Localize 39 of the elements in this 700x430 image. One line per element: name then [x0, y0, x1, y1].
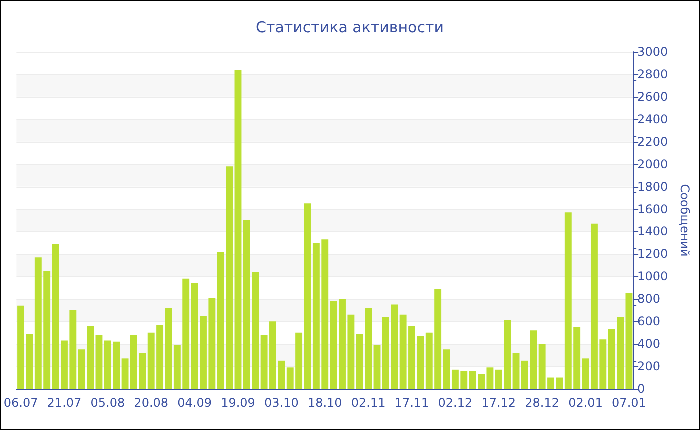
x-tick-label: 07.01 [612, 396, 646, 410]
bar [165, 308, 172, 389]
x-tick-label: 02.01 [568, 396, 603, 410]
x-tick-label: 19.09 [221, 396, 256, 410]
y-tick-label: 1600 [638, 202, 668, 216]
x-tick-label: 18.10 [308, 396, 342, 410]
bar [374, 345, 381, 389]
x-tick-label: 02.11 [351, 396, 386, 410]
x-tick-label: 04.09 [178, 396, 212, 410]
x-tick-label: 20.08 [134, 396, 169, 410]
bar [234, 70, 242, 389]
y-axis-title: Сообщений [678, 184, 692, 257]
y-tick-label: 200 [638, 360, 660, 374]
y-tick-label: 400 [638, 337, 660, 352]
y-tick-label: 2200 [638, 134, 668, 149]
y-tick-label: 1800 [638, 180, 668, 194]
x-tick-label: 05.08 [90, 396, 126, 410]
x-tick-label: 06.07 [4, 396, 38, 410]
y-tick-label: 2000 [638, 157, 668, 172]
x-tick-label: 17.11 [394, 396, 430, 410]
x-tick-label: 17.12 [482, 396, 516, 410]
x-tick-label: 02.12 [438, 396, 473, 410]
x-tick-label: 28.12 [525, 396, 560, 410]
chart-title: Статистика активности [256, 18, 444, 36]
y-tick-label: 1400 [638, 224, 668, 239]
y-tick-label: 3000 [638, 45, 668, 59]
y-tick-label: 2800 [638, 67, 668, 82]
x-tick-label: 03.10 [264, 396, 299, 410]
y-tick-label: 600 [638, 314, 660, 329]
bar [304, 204, 312, 389]
y-tick-label: 1000 [638, 270, 668, 284]
bar [512, 353, 520, 389]
y-tick-label: 0 [638, 382, 646, 396]
bar [443, 350, 450, 389]
y-tick-label: 1200 [638, 247, 668, 262]
y-tick-label: 2600 [638, 90, 668, 104]
y-tick-label: 2400 [638, 112, 668, 126]
y-tick-label: 800 [638, 292, 660, 306]
x-tick-label: 21.07 [47, 396, 82, 410]
